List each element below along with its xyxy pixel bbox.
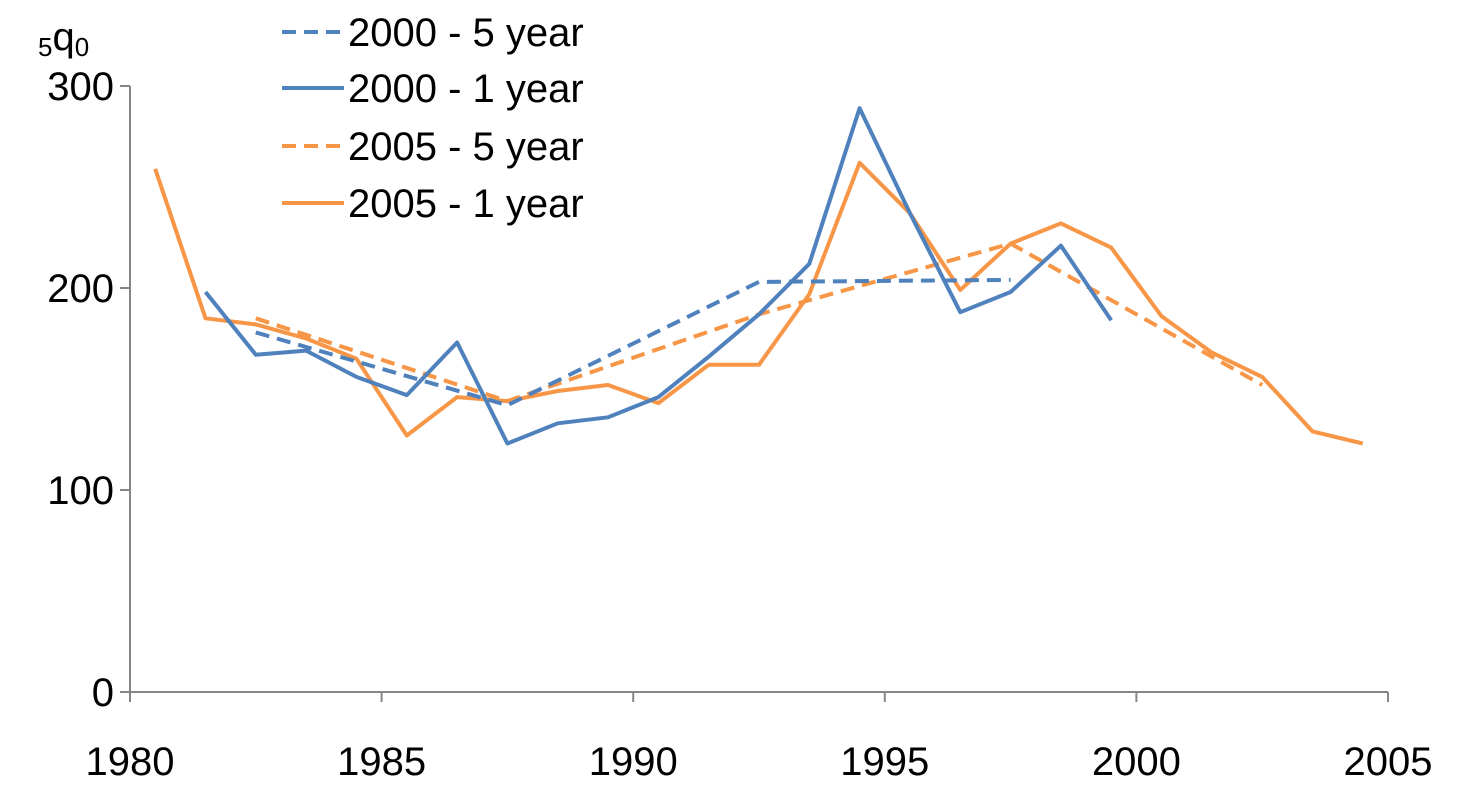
- y-label-pre-subscript: 5: [38, 32, 52, 62]
- x-tick-label: 1980: [86, 740, 175, 784]
- y-tick-label: 200: [47, 267, 114, 311]
- x-tick-label: 1985: [337, 740, 426, 784]
- x-tick-label: 2005: [1344, 740, 1433, 784]
- x-tick-label: 1990: [589, 740, 678, 784]
- y-tick-label: 100: [47, 469, 114, 513]
- plot-lines: [153, 106, 1364, 446]
- y-axis-label: 5q0: [38, 15, 89, 62]
- legend-label-2: 2005 - 5 year: [348, 125, 584, 169]
- series-line-0: [255, 277, 1011, 408]
- legend-label-1: 2000 - 1 year: [348, 67, 584, 111]
- y-tick-label: 0: [92, 671, 114, 715]
- y-ticks: 0 100 200 300: [47, 65, 130, 715]
- y-tick-label: 300: [47, 65, 114, 109]
- legend-label-3: 2005 - 1 year: [348, 182, 584, 226]
- x-tick-label: 1995: [840, 740, 929, 784]
- axes: [129, 86, 1388, 693]
- series-line-1: [203, 106, 1113, 446]
- y-label-main: q: [52, 15, 74, 59]
- series-line-3: [153, 160, 1364, 446]
- x-tick-label: 2000: [1092, 740, 1181, 784]
- legend-label-0: 2000 - 5 year: [348, 11, 584, 55]
- legend: 2000 - 5 year 2000 - 1 year 2005 - 5 year 2…: [282, 11, 584, 226]
- x-ticks: 1980 1985 1990 1995 2000 2005: [86, 692, 1433, 784]
- y-label-post-subscript: 0: [75, 32, 89, 62]
